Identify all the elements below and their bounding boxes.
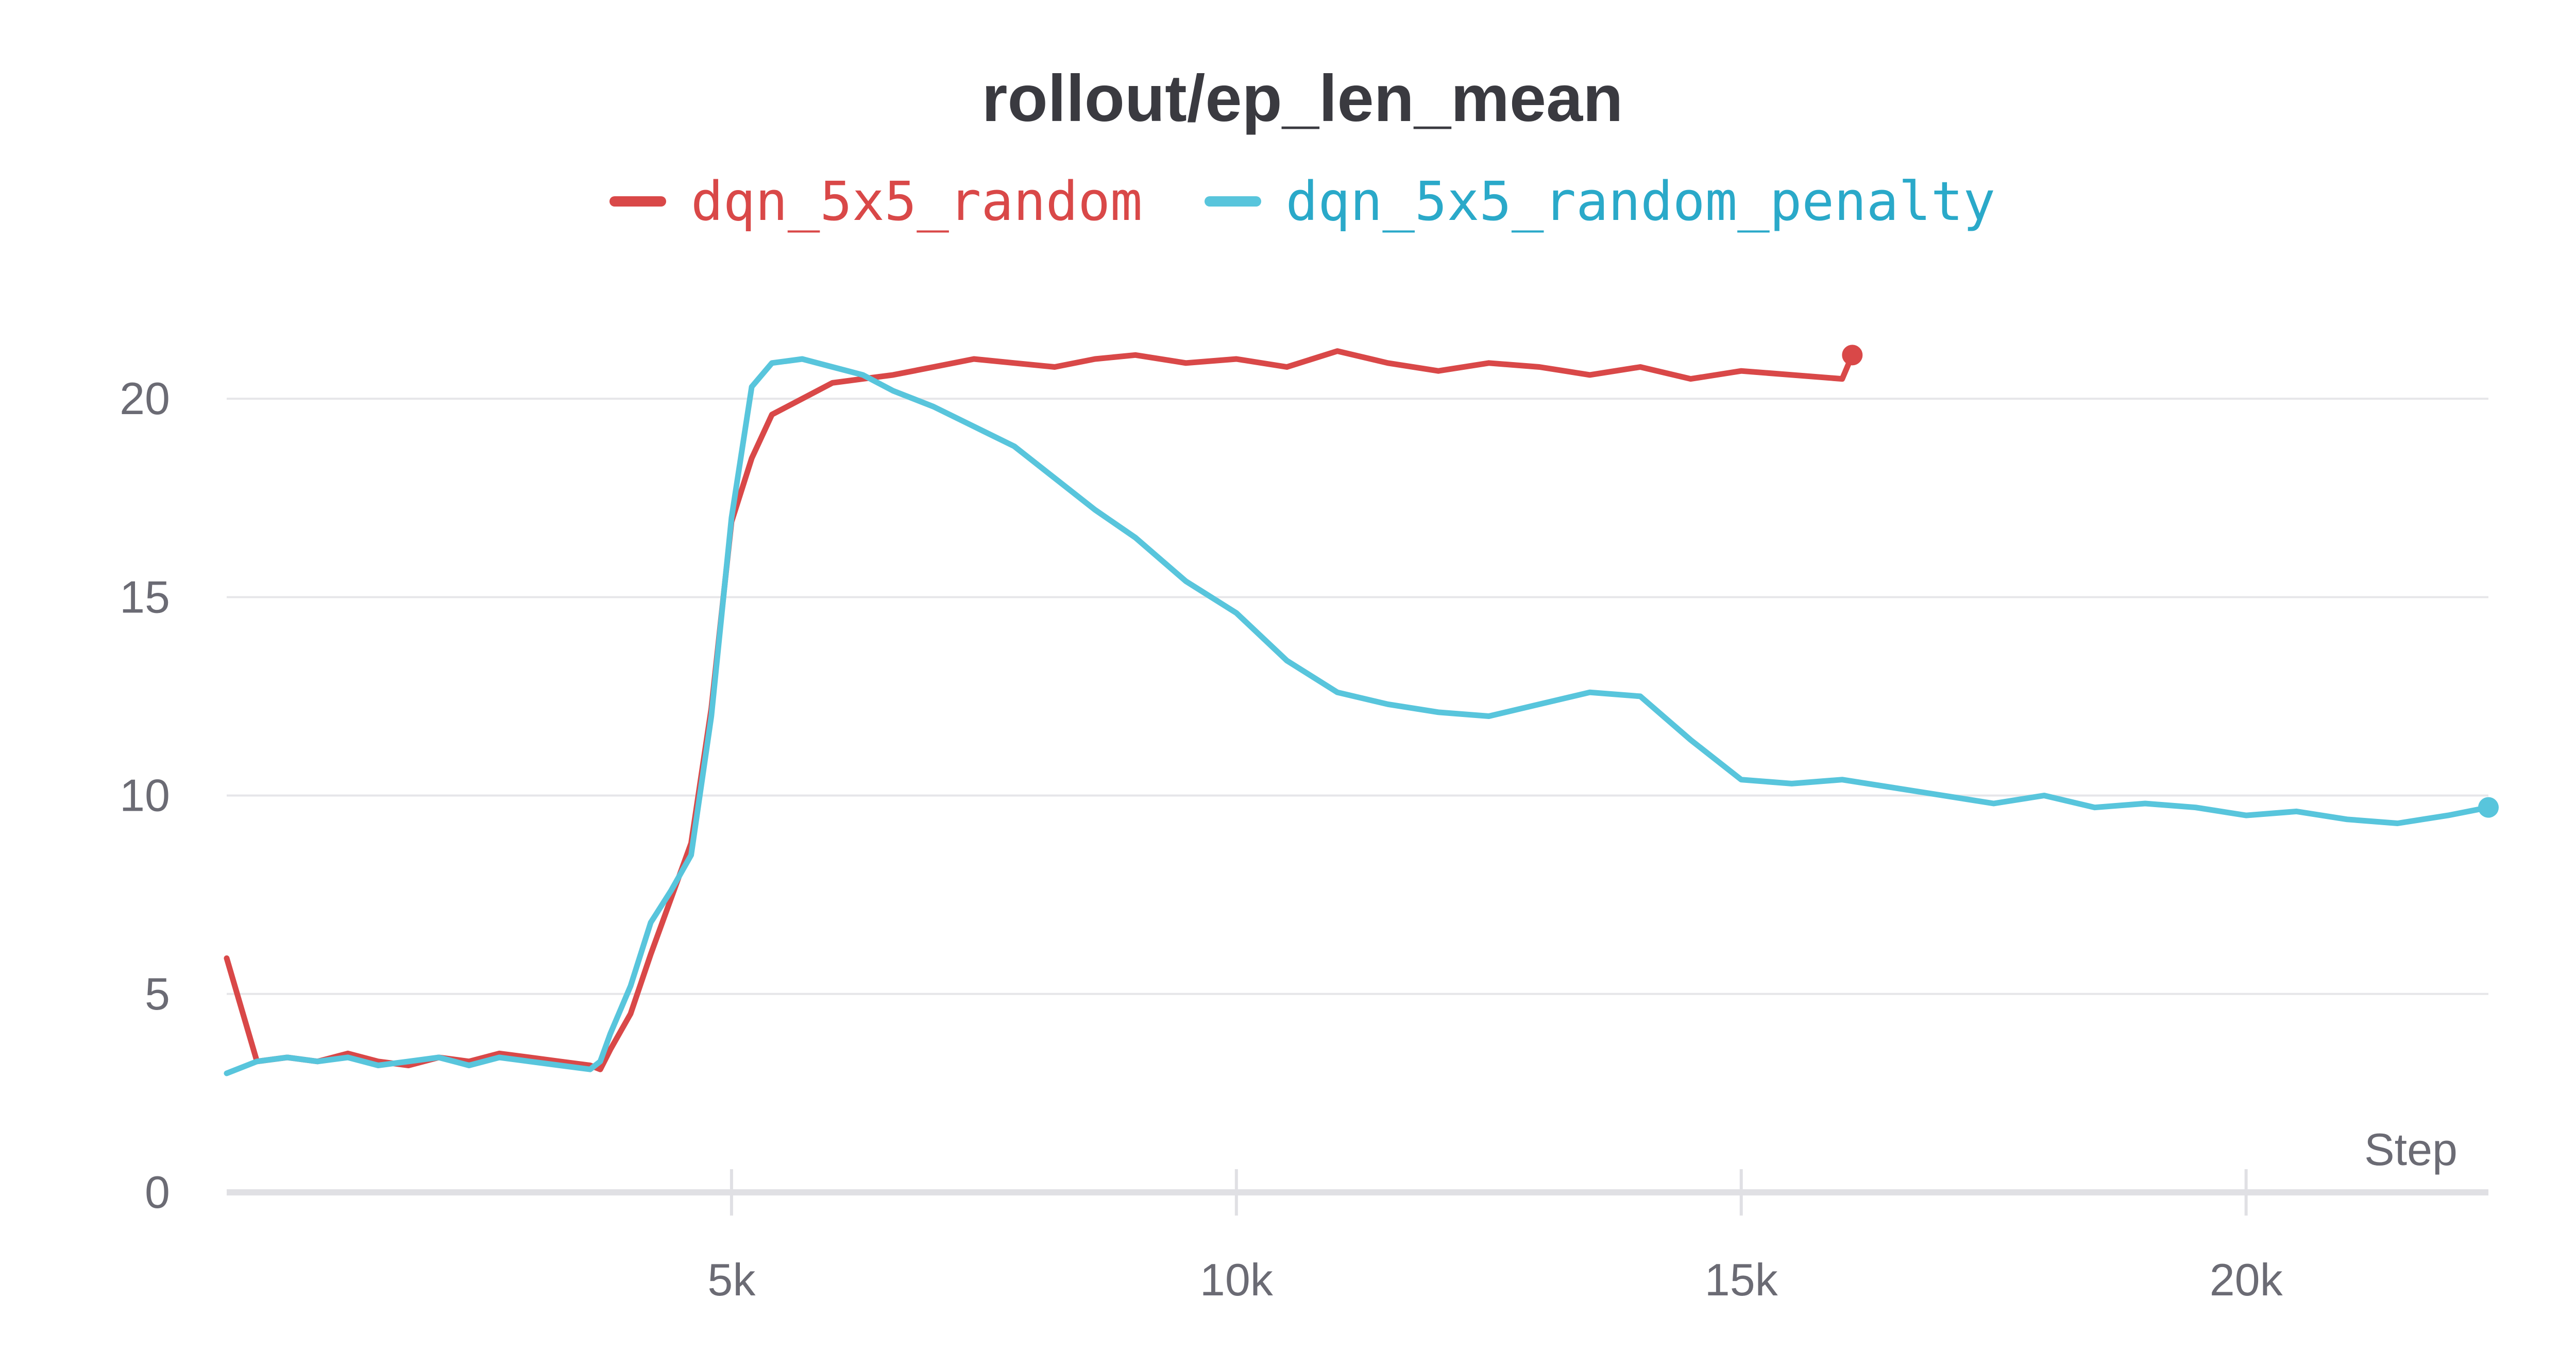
y-tick-label-0: 0 [145, 1167, 170, 1218]
y-tick-label-20: 20 [120, 373, 170, 424]
series-line-dqn-5x5-random-penalty [224, 356, 2492, 1076]
legend-swatch-dqn-5x5-random [609, 196, 666, 207]
series-line-dqn-5x5-random [224, 348, 1855, 1072]
x-tick-label-15k: 15k [1705, 1254, 1778, 1305]
chart-title: rollout/ep_len_mean [981, 62, 1623, 135]
series-endpoint-dqn-5x5-random [1842, 345, 1863, 366]
y-tick-label-10: 10 [120, 770, 170, 821]
legend-item-dqn-5x5-random[interactable]: dqn_5x5_random [609, 170, 1143, 233]
x-tick-label-5k: 5k [707, 1254, 756, 1305]
legend: dqn_5x5_random dqn_5x5_random_penalty [0, 170, 2576, 233]
legend-label-dqn-5x5-random: dqn_5x5_random [690, 170, 1143, 233]
legend-swatch-dqn-5x5-random-penalty [1204, 196, 1261, 207]
x-tick-label-20k: 20k [2210, 1254, 2283, 1305]
y-tick-label-15: 15 [120, 571, 170, 622]
x-axis-label: Step [2364, 1124, 2458, 1175]
legend-label-dqn-5x5-random-penalty: dqn_5x5_random_penalty [1285, 170, 1996, 233]
legend-item-dqn-5x5-random-penalty[interactable]: dqn_5x5_random_penalty [1204, 170, 1996, 233]
x-tick-label-10k: 10k [1200, 1254, 1274, 1305]
y-tick-label-5: 5 [145, 968, 170, 1019]
series-endpoint-dqn-5x5-random-penalty [2478, 797, 2499, 818]
